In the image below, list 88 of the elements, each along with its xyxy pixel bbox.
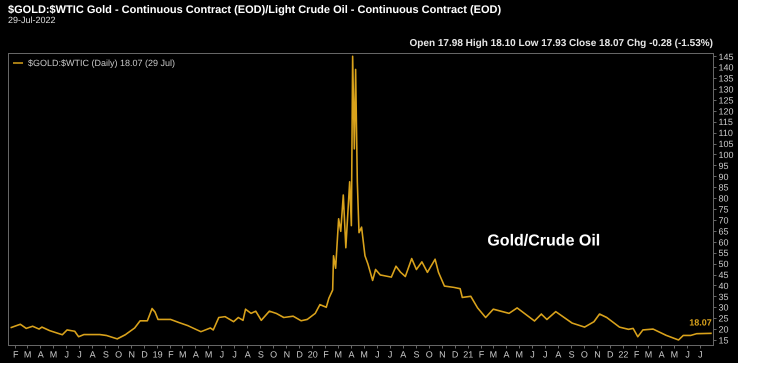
x-tick-label: M xyxy=(670,350,678,360)
x-tick-label: J xyxy=(685,350,690,360)
y-tick-label: 105 xyxy=(718,139,734,150)
x-tick-label: J xyxy=(530,350,535,360)
y-tick-label: 35 xyxy=(718,292,729,302)
x-tick-label: A xyxy=(192,350,199,360)
y-tick-label: 125 xyxy=(718,95,734,106)
text: Open 17.98 High 18.10 Low 17.93 Close 18.07 Chg -0.28 (-1.53%) xyxy=(410,38,713,49)
y-tick-label: 15 xyxy=(718,335,729,346)
y-tick-label: 85 xyxy=(718,182,729,193)
x-tick-label: J xyxy=(698,350,703,360)
x-tick-label: O xyxy=(426,350,433,360)
x-tick-label: N xyxy=(439,350,446,360)
y-tick-label: 75 xyxy=(718,204,729,215)
x-tick-label: 21 xyxy=(463,350,474,360)
chart-title: $GOLD:$WTIC Gold - Continuous Contract (EOD)/Light Crude Oil - Continuous Contract (EOD) xyxy=(8,4,502,16)
x-tick-label: S xyxy=(413,350,420,360)
x-tick-label: M xyxy=(360,350,368,360)
x-tick-label: S xyxy=(102,350,109,360)
y-tick-label: 95 xyxy=(718,160,729,171)
x-tick-label: 19 xyxy=(152,350,163,360)
y-tick-label: 25 xyxy=(718,314,729,324)
x-tick-label: M xyxy=(204,350,212,360)
x-tick-label: O xyxy=(115,350,122,360)
x-tick-label: M xyxy=(24,350,32,360)
x-tick-label: S xyxy=(568,350,575,360)
x-tick-label: 22 xyxy=(618,350,628,360)
x-tick-label: F xyxy=(323,350,330,360)
x-tick-label: J xyxy=(375,350,380,360)
x-tick-label: F xyxy=(478,350,485,360)
y-tick-label: 135 xyxy=(718,74,734,84)
x-tick-label: F xyxy=(168,350,174,360)
x-tick-label: A xyxy=(90,350,96,360)
y-tick-label: 70 xyxy=(718,215,729,226)
x-tick-label: J xyxy=(232,350,237,360)
y-tick-label: 65 xyxy=(718,226,729,236)
x-tick-label: N xyxy=(284,350,290,360)
x-tick-label: J xyxy=(542,350,548,360)
x-tick-label: J xyxy=(220,350,224,360)
x-tick-label: N xyxy=(594,350,601,360)
y-tick-label: 130 xyxy=(718,84,734,95)
y-tick-label: 20 xyxy=(718,324,729,335)
y-tick-label: 60 xyxy=(718,237,729,248)
x-tick-label: J xyxy=(388,350,392,360)
x-tick-label: D xyxy=(296,350,304,360)
x-tick-label: D xyxy=(141,350,148,360)
x-tick-label: A xyxy=(244,350,251,360)
chart-subtitle: 29-Jul-2022 xyxy=(8,15,56,25)
x-tick-label: M xyxy=(644,350,652,360)
x-tick-label: M xyxy=(50,350,58,360)
x-tick-label: A xyxy=(555,350,562,360)
y-tick-label: 100 xyxy=(718,150,734,160)
x-tick-label: J xyxy=(77,350,82,360)
y-tick-label: 40 xyxy=(718,280,729,291)
x-tick-label: J xyxy=(64,350,69,360)
y-tick-label: 90 xyxy=(718,172,729,182)
x-tick-label: N xyxy=(128,350,135,360)
y-tick-label: 110 xyxy=(718,128,733,138)
y-tick-label: 120 xyxy=(718,106,734,116)
x-tick-label: M xyxy=(178,350,186,360)
y-tick-label: 45 xyxy=(718,270,729,280)
x-tick-label: F xyxy=(12,350,19,360)
annotation: 18.07 xyxy=(689,317,712,328)
x-tick-label: D xyxy=(452,350,459,360)
x-tick-label: A xyxy=(38,350,44,360)
line-series xyxy=(10,55,713,341)
x-tick-label: 20 xyxy=(308,350,318,360)
x-tick-label: F xyxy=(634,350,640,360)
x-tick-label: M xyxy=(490,350,498,360)
x-tick-label: O xyxy=(270,350,278,360)
x-tick-label: O xyxy=(580,350,588,360)
y-tick-label: 50 xyxy=(718,259,729,270)
x-tick-label: D xyxy=(606,350,614,360)
y-tick-label: 30 xyxy=(718,302,729,313)
x-tick-label: A xyxy=(504,350,510,360)
y-tick-label: 115 xyxy=(718,117,733,128)
y-tick-label: 80 xyxy=(718,194,729,204)
x-tick-label: S xyxy=(258,350,264,360)
legend-label: $GOLD:$WTIC (Daily) 18.07 (29 Jul) xyxy=(28,58,176,68)
x-tick-label: A xyxy=(348,350,354,360)
x-tick-label: A xyxy=(658,350,665,360)
x-tick-label: M xyxy=(334,350,342,360)
y-tick-label: 145 xyxy=(718,52,734,62)
y-tick-label: 140 xyxy=(718,62,734,73)
annotation: Gold/Crude Oil xyxy=(487,232,600,250)
y-tick-label: 55 xyxy=(718,248,729,258)
x-tick-label: A xyxy=(400,350,406,360)
x-tick-label: M xyxy=(516,350,524,360)
